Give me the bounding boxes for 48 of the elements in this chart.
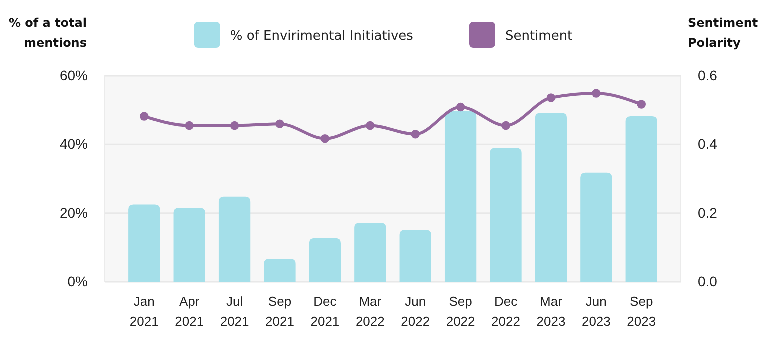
x-tick-label: Jun 2023 — [582, 294, 611, 329]
x-tick-label: Jun 2022 — [401, 294, 430, 329]
bar — [264, 258, 296, 282]
y2-axis-title: Sentiment Polarity — [688, 16, 758, 50]
x-tick-label: Mar 2023 — [536, 294, 566, 329]
bar — [535, 113, 568, 282]
x-tick-label: Jan 2021 — [130, 294, 159, 329]
y-tick-label: 40% — [60, 136, 88, 152]
point — [592, 89, 601, 98]
point — [320, 134, 330, 144]
point — [230, 121, 240, 130]
bar — [309, 238, 342, 282]
x-tick-label: Dec 2022 — [492, 294, 520, 329]
x-tick-label: Dec 2021 — [310, 294, 340, 329]
x-tick-label: Sep 2022 — [446, 294, 476, 329]
y2-tick-label: 0.6 — [698, 67, 718, 84]
x-tick-label: Mar 2022 — [356, 294, 385, 329]
x-tick-label: Apr 2021 — [175, 294, 204, 329]
x-tick-label: Sep 2021 — [266, 294, 294, 329]
point — [637, 100, 646, 109]
x-tick-label: Jul 2021 — [220, 294, 250, 329]
bar — [626, 116, 658, 282]
y-tick-label: 60% — [60, 67, 88, 84]
y-tick-label: 0% — [68, 273, 88, 290]
point — [502, 121, 510, 130]
bar — [128, 204, 160, 282]
bar — [174, 208, 206, 282]
y2-tick-label: 0.0 — [698, 273, 718, 290]
bar — [218, 196, 251, 282]
bar — [580, 172, 612, 282]
point — [366, 121, 375, 130]
legend-label: Sentiment — [505, 29, 573, 44]
point — [185, 121, 194, 130]
y-axis-title: % of a total mentions — [8, 16, 87, 50]
bar — [444, 111, 477, 282]
point — [276, 120, 284, 128]
point — [140, 112, 149, 121]
legend-label: % of Envirimental Initiatives — [230, 29, 414, 44]
y-tick-label: 20% — [60, 204, 88, 221]
bar — [400, 230, 432, 282]
point — [546, 94, 556, 102]
point — [456, 102, 466, 112]
bar — [490, 148, 522, 282]
bar — [354, 222, 386, 282]
y2-tick-label: 0.2 — [698, 204, 718, 221]
y2-tick-label: 0.4 — [698, 136, 718, 152]
x-tick-label: Sep 2023 — [627, 294, 656, 329]
point — [411, 130, 420, 139]
